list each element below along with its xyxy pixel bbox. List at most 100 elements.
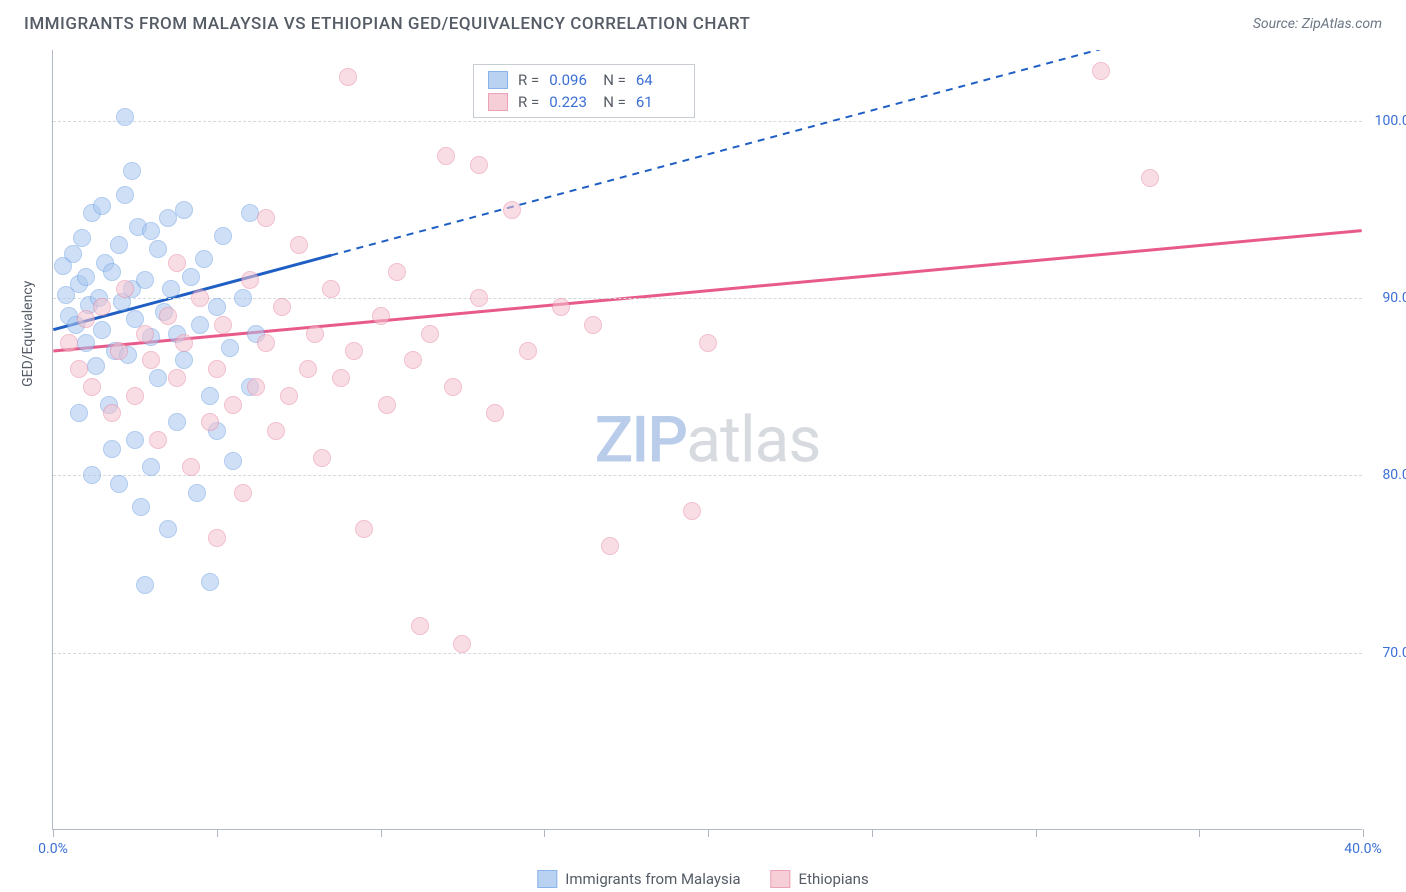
scatter-point [306, 325, 324, 343]
scatter-point [421, 325, 439, 343]
scatter-point [257, 334, 275, 352]
scatter-point [388, 263, 406, 281]
scatter-point [378, 396, 396, 414]
scatter-point [404, 351, 422, 369]
x-tick [1363, 829, 1364, 837]
scatter-point [77, 334, 95, 352]
scatter-point [83, 378, 101, 396]
stat-n-value: 64 [636, 71, 680, 89]
scatter-point [64, 245, 82, 263]
x-tick [53, 829, 54, 837]
stat-n-label: N = [603, 71, 626, 89]
scatter-point [224, 452, 242, 470]
scatter-point [103, 263, 121, 281]
watermark: ZIPatlas [595, 402, 821, 477]
stat-r-value: 0.096 [549, 71, 593, 89]
x-tick [1036, 829, 1037, 837]
scatter-point [470, 156, 488, 174]
scatter-point [191, 289, 209, 307]
scatter-point [280, 387, 298, 405]
bottom-legend-label: Immigrants from Malaysia [565, 870, 740, 888]
scatter-point [136, 576, 154, 594]
scatter-point [299, 360, 317, 378]
scatter-point [142, 351, 160, 369]
scatter-point [241, 204, 259, 222]
scatter-point [411, 617, 429, 635]
y-tick-label: 100.0% [1368, 113, 1406, 129]
scatter-point [93, 298, 111, 316]
scatter-point [149, 369, 167, 387]
scatter-point [224, 396, 242, 414]
y-tick-label: 80.0% [1368, 467, 1406, 483]
chart-source: Source: ZipAtlas.com [1253, 16, 1382, 32]
gridline-h [53, 475, 1362, 476]
scatter-point [247, 378, 265, 396]
scatter-point [116, 108, 134, 126]
scatter-point [486, 404, 504, 422]
x-tick [544, 829, 545, 837]
scatter-point [60, 334, 78, 352]
legend-swatch [488, 93, 508, 111]
scatter-point [470, 289, 488, 307]
bottom-legend-item: Ethiopians [771, 870, 869, 888]
scatter-point [136, 325, 154, 343]
stat-n-label: N = [603, 93, 626, 111]
scatter-point [168, 254, 186, 272]
scatter-point [208, 360, 226, 378]
scatter-point [103, 440, 121, 458]
bottom-legend: Immigrants from Malaysia Ethiopians [537, 870, 868, 888]
y-tick-label: 70.0% [1368, 645, 1406, 661]
scatter-point [182, 268, 200, 286]
scatter-point [126, 431, 144, 449]
scatter-point [437, 147, 455, 165]
scatter-point [519, 342, 537, 360]
scatter-point [552, 298, 570, 316]
scatter-point [234, 289, 252, 307]
scatter-point [322, 280, 340, 298]
legend-stats-box: R = 0.096 N = 64 R = 0.223 N = 61 [473, 64, 695, 118]
scatter-point [159, 520, 177, 538]
scatter-point [1092, 62, 1110, 80]
scatter-point [77, 310, 95, 328]
scatter-point [214, 227, 232, 245]
scatter-point [77, 268, 95, 286]
chart-header: IMMIGRANTS FROM MALAYSIA VS ETHIOPIAN GE… [0, 0, 1406, 42]
stat-r-label: R = [518, 71, 539, 89]
gridline-h [53, 121, 1362, 122]
scatter-point [313, 449, 331, 467]
scatter-point [149, 240, 167, 258]
bottom-legend-item: Immigrants from Malaysia [537, 870, 740, 888]
scatter-point [87, 357, 105, 375]
scatter-point [110, 342, 128, 360]
scatter-point [201, 573, 219, 591]
scatter-point [149, 431, 167, 449]
scatter-point [683, 502, 701, 520]
stat-r-label: R = [518, 93, 539, 111]
scatter-point [110, 475, 128, 493]
scatter-point [195, 250, 213, 268]
scatter-point [234, 484, 252, 502]
stat-n-value: 61 [636, 93, 680, 111]
scatter-point [175, 351, 193, 369]
x-tick-label: 40.0% [1344, 841, 1382, 857]
scatter-point [168, 413, 186, 431]
scatter-point [159, 209, 177, 227]
y-tick-label: 90.0% [1368, 290, 1406, 306]
chart-title: IMMIGRANTS FROM MALAYSIA VS ETHIOPIAN GE… [24, 14, 750, 34]
scatter-point [208, 529, 226, 547]
x-tick-label: 0.0% [38, 841, 68, 857]
trend-lines [53, 50, 1362, 829]
stat-r-value: 0.223 [549, 93, 593, 111]
scatter-point [339, 68, 357, 86]
scatter-point [584, 316, 602, 334]
scatter-point [93, 197, 111, 215]
bottom-legend-label: Ethiopians [799, 870, 869, 888]
legend-stats-row: R = 0.223 N = 61 [474, 91, 694, 113]
x-tick [381, 829, 382, 837]
scatter-point [70, 360, 88, 378]
scatter-point [142, 222, 160, 240]
x-tick [1199, 829, 1200, 837]
scatter-point [142, 458, 160, 476]
scatter-point [175, 334, 193, 352]
x-tick [708, 829, 709, 837]
